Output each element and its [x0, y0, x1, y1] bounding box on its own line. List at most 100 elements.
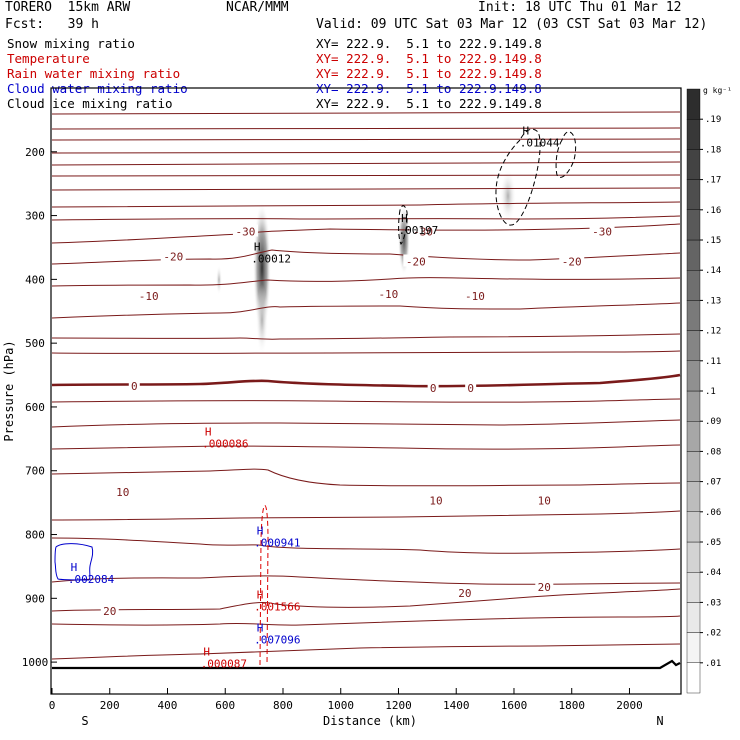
colorbar-tick-label: .07 — [705, 478, 721, 488]
maximum-value: .000087 — [201, 658, 247, 671]
maximum-marker: H — [257, 588, 264, 601]
temperature-label-bg — [535, 493, 554, 506]
temperature-label-bg — [589, 224, 615, 237]
plot-frame — [50, 87, 682, 695]
maximum-marker: H — [254, 241, 261, 254]
temperature-label-bg — [427, 493, 446, 506]
x-tick-label: 0 — [49, 699, 56, 712]
maximum-value: .01044 — [520, 137, 560, 150]
maximum-marker: H — [257, 621, 264, 634]
x-tick-label: 800 — [273, 699, 293, 712]
colorbar-tick-label: .01 — [705, 659, 721, 669]
x-tick-label: 2000 — [616, 699, 643, 712]
field-name: Cloud ice mixing ratio — [7, 96, 173, 111]
temperature-label: 0 — [430, 382, 437, 395]
model-title: TORERO 15km ARW — [5, 0, 131, 15]
maxima-labels: H.00012H.00197H.01044H.000086H.000941H.0… — [68, 125, 560, 671]
y-axis-title: Pressure (hPa) — [2, 340, 16, 441]
temperature-label-bg — [128, 378, 140, 391]
colorbar-tick-label: .1 — [705, 387, 716, 397]
field-name: Rain water mixing ratio — [7, 66, 181, 81]
valid-time: Valid: 09 UTC Sat 03 Mar 12 (03 CST Sat … — [316, 17, 708, 32]
maximum-value: .007096 — [254, 633, 300, 646]
temperature-labels: -30 -30 -30 -20 -20 -20 -10 -10 -10 0 0 0 10 10 10 20 20… — [100, 224, 615, 618]
field-xy: XY= 222.9. 5.1 to 222.9.149.8 — [316, 36, 542, 51]
temperature-label: -30 — [413, 226, 433, 239]
temperature-label-bg — [375, 287, 401, 300]
temperature-label: 10 — [116, 486, 129, 499]
colorbar-segment — [686, 511, 701, 543]
temperature-label: -20 — [562, 256, 582, 269]
colorbar-segment — [686, 541, 701, 573]
temperature-label-bg — [113, 484, 132, 497]
colorbar-tick-label: .19 — [705, 115, 721, 125]
colorbar-segment — [686, 451, 701, 482]
colorbar-tick-label: .05 — [705, 538, 721, 548]
temperature-label: 10 — [429, 495, 442, 508]
colorbar-segment — [686, 390, 701, 422]
y-tick-label: 600 — [25, 401, 45, 414]
colorbar-tick-label: .08 — [705, 447, 721, 457]
terrain-line — [52, 659, 681, 670]
field-xy: XY= 222.9. 5.1 to 222.9.149.8 — [316, 66, 542, 81]
init-time: Init: 18 UTC Thu 01 Mar 12 — [478, 0, 682, 15]
colorbar-segment — [686, 88, 701, 120]
maximum-value: .001566 — [254, 600, 300, 613]
temperature-label: 20 — [103, 605, 116, 618]
colorbar-segment — [686, 179, 701, 211]
center-title: NCAR/MMM — [226, 0, 289, 15]
y-tick-label: 300 — [25, 210, 45, 223]
x-tick-label: 600 — [215, 699, 235, 712]
temperature-label: -20 — [163, 250, 183, 263]
temperature-label-bg — [136, 288, 162, 301]
temperature-label: -30 — [236, 226, 256, 239]
temperature-label-bg — [427, 380, 439, 393]
maximum-value: .00197 — [398, 224, 438, 237]
colorbar-tick-label: .13 — [705, 296, 721, 306]
temperature-label: -10 — [139, 290, 159, 303]
field-name: Temperature — [7, 51, 90, 66]
temperature-label-bg — [232, 224, 258, 237]
temperature-label: -10 — [465, 290, 485, 303]
cloud-ice-contours — [398, 128, 577, 245]
temperature-label-bg — [462, 288, 488, 301]
x-tick-label: 1800 — [558, 699, 585, 712]
colorbar-segment — [686, 300, 701, 331]
maximum-value: .00012 — [251, 253, 291, 266]
colorbar-segment — [686, 602, 701, 633]
maximum-marker: H — [401, 212, 408, 225]
maximum-marker: H — [71, 561, 78, 574]
temperature-label-bg — [403, 254, 429, 267]
colorbar-unit: g kg⁻¹ — [703, 86, 732, 95]
temperature-label: 0 — [467, 382, 474, 395]
temperature-label-bg — [465, 380, 477, 393]
colorbar-tick-label: .12 — [705, 327, 721, 337]
colorbar-tick-label: .15 — [705, 236, 721, 246]
colorbar-segment — [686, 330, 701, 362]
maximum-value: .000941 — [254, 537, 300, 550]
temperature-label: -10 — [378, 288, 398, 301]
temperature-label: 10 — [538, 495, 551, 508]
colorbar-tick-label: .16 — [705, 206, 721, 216]
colorbar-tick-label: .03 — [705, 598, 721, 608]
maximum-marker: H — [257, 525, 264, 538]
temperature-label: 20 — [538, 581, 551, 594]
x-tick-label: 400 — [158, 699, 178, 712]
colorbar-tick-label: .14 — [705, 266, 721, 276]
colorbar-tick-label: .06 — [705, 508, 721, 518]
field-xy: XY= 222.9. 5.1 to 222.9.149.8 — [316, 96, 542, 111]
maximum-value: .000086 — [202, 438, 248, 451]
cloud-water-contours — [54, 543, 94, 581]
colorbar: g kg⁻¹ .01 .02 .03 .04 .05 .06 .07 .08 .09 .1 .11.… — [686, 86, 732, 694]
x-axis: 0 200 400 600 800 1000 1200 1400 1600 1800 2000 — [49, 688, 643, 712]
y-axis: 200 300 400 500 600 700 800 900 1000 — [22, 146, 57, 669]
x-tick-label: 200 — [100, 699, 120, 712]
temperature-label-bg — [535, 579, 554, 592]
colorbar-segment — [686, 149, 701, 180]
colorbar-tick-label: .04 — [705, 568, 721, 578]
endpoint-right: N — [656, 714, 663, 728]
colorbar-tick-label: .17 — [705, 176, 721, 186]
temperature-label-bg — [160, 249, 186, 262]
rain-water-contours — [259, 505, 269, 666]
